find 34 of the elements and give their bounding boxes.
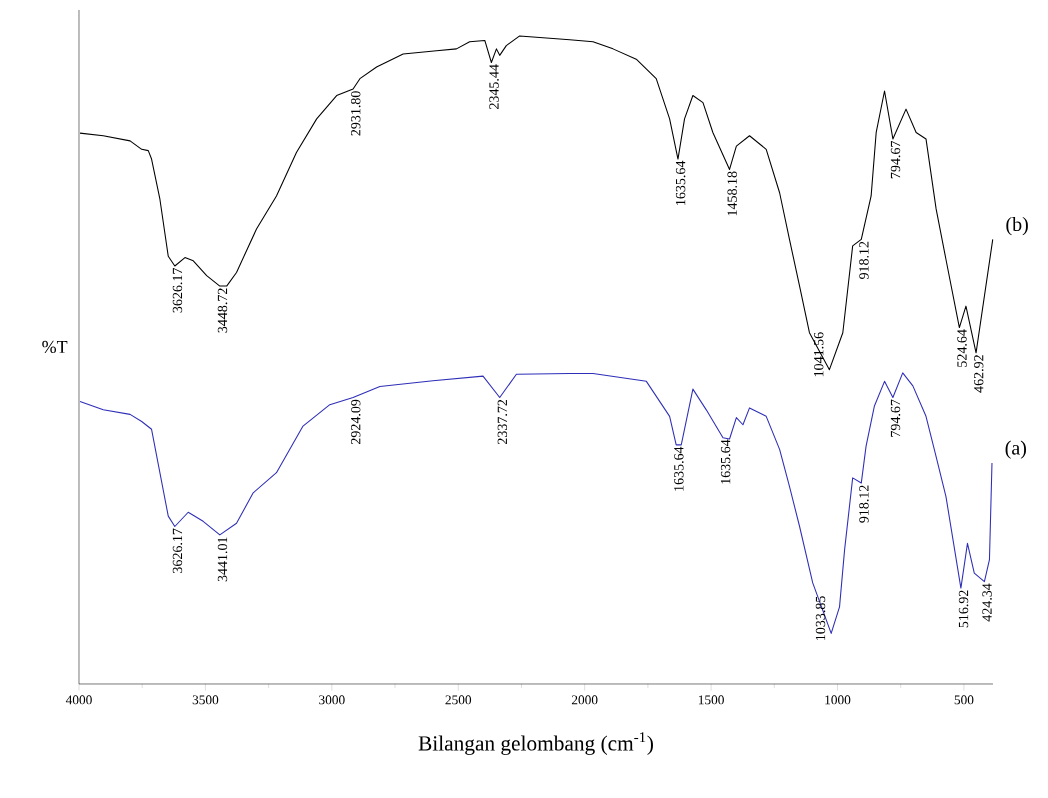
annotation: 1458.18 [727,171,737,216]
annotation: 1635.64 [674,446,684,491]
annotation: 424.34 [982,583,992,622]
x-tick-label: 1500 [698,695,724,705]
annotation: 524.64 [957,329,967,367]
annotation: 3626.17 [172,528,183,573]
annotation: 918.12 [859,485,869,523]
x-tick-label: 1000 [825,695,851,705]
annotation: 1635.64 [720,439,731,484]
annotation: 3448.72 [217,288,228,333]
x-tick-label: 4000 [65,695,92,705]
annotation: 3441.01 [217,537,228,582]
x-axis-title: Bilangan gelombang (cm$^{-1}$) [418,732,653,755]
x-tick-label: 2500 [445,695,472,705]
annotation: 462.92 [974,355,984,393]
annotation: 918.12 [859,241,869,280]
annotation: 2337.72 [497,399,508,445]
x-tick-label: 2000 [571,695,598,705]
x-tick-label: 500 [954,695,974,705]
annotation: 1033.85 [815,596,826,640]
annotation: 794.67 [890,140,901,179]
annotation: 516.92 [958,590,969,628]
annotation: 1635.64 [675,160,686,205]
series-label: (b) [1006,217,1028,236]
annotation: 1041.56 [814,332,824,377]
annotation: 2931.80 [350,91,361,136]
x-tick-label: 3000 [319,695,345,705]
x-tick-label: 3500 [192,695,219,705]
annotation: 794.67 [890,399,901,437]
y-axis-title: %T [42,340,68,354]
annotation: 2924.09 [350,399,361,445]
annotation: 3626.17 [172,267,183,313]
annotation: 2345.44 [489,64,499,109]
series-label: (a) [1005,440,1027,459]
